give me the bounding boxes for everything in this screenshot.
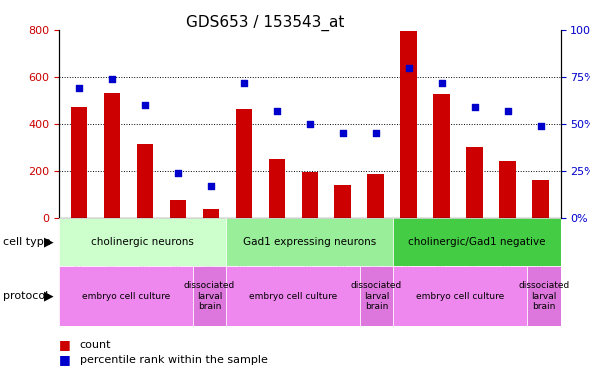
- FancyBboxPatch shape: [394, 266, 527, 326]
- Text: ■: ■: [59, 339, 75, 351]
- FancyBboxPatch shape: [360, 266, 394, 326]
- Bar: [401, 31, 417, 217]
- Text: protocol: protocol: [3, 291, 48, 301]
- Point: [536, 123, 545, 129]
- Text: cholinergic neurons: cholinergic neurons: [91, 237, 194, 247]
- Text: ■: ■: [59, 354, 75, 366]
- Bar: [467, 147, 483, 218]
- FancyBboxPatch shape: [226, 217, 394, 266]
- Point: [239, 80, 248, 86]
- Bar: [335, 185, 351, 218]
- Bar: [532, 180, 549, 218]
- FancyBboxPatch shape: [226, 266, 360, 326]
- Point: [140, 102, 149, 108]
- Bar: [71, 107, 87, 218]
- Point: [206, 183, 215, 189]
- Point: [107, 76, 116, 82]
- FancyBboxPatch shape: [527, 266, 560, 326]
- Bar: [202, 209, 219, 218]
- Text: Gad1 expressing neurons: Gad1 expressing neurons: [243, 237, 376, 247]
- FancyBboxPatch shape: [59, 217, 226, 266]
- Text: embryo cell culture: embryo cell culture: [249, 292, 337, 301]
- Text: count: count: [80, 340, 111, 350]
- FancyBboxPatch shape: [193, 266, 226, 326]
- Point: [74, 85, 84, 91]
- Bar: [434, 94, 450, 218]
- Point: [305, 121, 314, 127]
- Text: GDS653 / 153543_at: GDS653 / 153543_at: [186, 15, 345, 31]
- Text: dissociated
larval
brain: dissociated larval brain: [518, 281, 569, 311]
- Bar: [368, 174, 384, 217]
- Point: [371, 130, 381, 136]
- Text: dissociated
larval
brain: dissociated larval brain: [184, 281, 235, 311]
- Text: embryo cell culture: embryo cell culture: [82, 292, 170, 301]
- Text: dissociated
larval
brain: dissociated larval brain: [351, 281, 402, 311]
- Bar: [500, 161, 516, 218]
- Text: ▶: ▶: [44, 290, 54, 303]
- Point: [338, 130, 348, 136]
- Bar: [136, 144, 153, 218]
- Text: cholinergic/Gad1 negative: cholinergic/Gad1 negative: [408, 237, 546, 247]
- Bar: [301, 172, 318, 217]
- Text: cell type: cell type: [3, 237, 51, 247]
- Point: [503, 108, 513, 114]
- Bar: [268, 159, 285, 218]
- Point: [404, 64, 414, 70]
- Text: ▶: ▶: [44, 236, 54, 248]
- Text: percentile rank within the sample: percentile rank within the sample: [80, 355, 267, 365]
- Point: [470, 104, 480, 110]
- Point: [173, 170, 182, 176]
- Bar: [169, 200, 186, 217]
- Text: embryo cell culture: embryo cell culture: [416, 292, 504, 301]
- Point: [437, 80, 447, 86]
- Bar: [235, 108, 252, 217]
- FancyBboxPatch shape: [394, 217, 560, 266]
- FancyBboxPatch shape: [59, 266, 193, 326]
- Point: [272, 108, 281, 114]
- Bar: [103, 93, 120, 218]
